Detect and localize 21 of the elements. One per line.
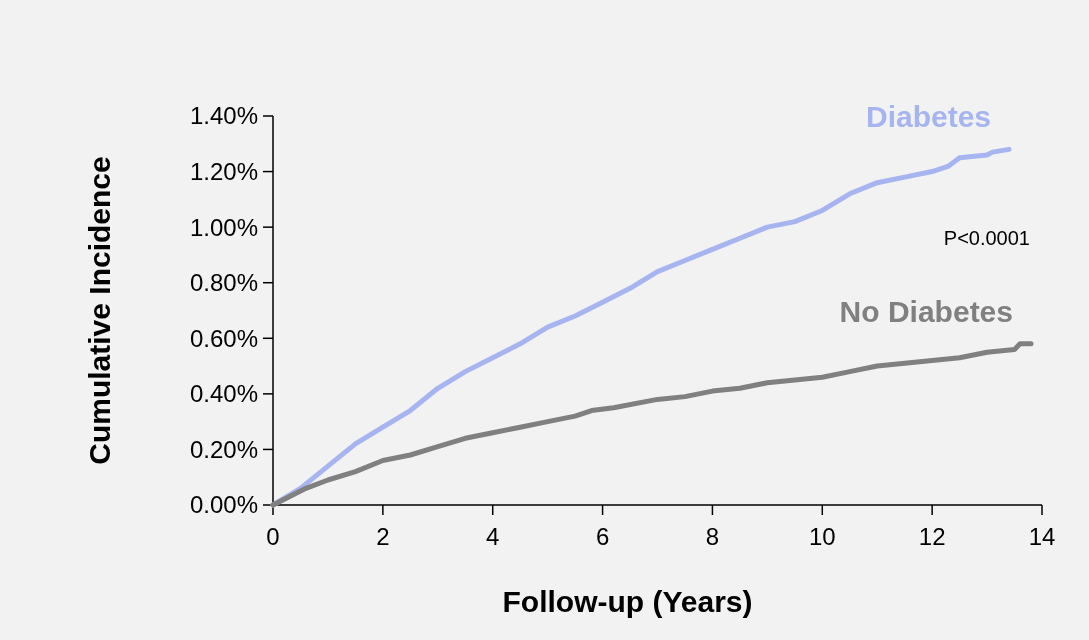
y-tick-label: 0.80%: [189, 269, 258, 297]
x-tick-label: 0: [266, 523, 280, 550]
y-tick-label: 0.20%: [189, 435, 258, 463]
x-tick-label: 2: [376, 523, 390, 550]
x-tick-label: 4: [486, 523, 500, 550]
y-tick-label: 0.60%: [189, 324, 258, 352]
y-tick-label: 0.00%: [189, 491, 258, 519]
x-tick-label: 8: [705, 523, 720, 550]
series-label: No Diabetes: [839, 294, 1014, 328]
x-tick-label: 10: [808, 523, 836, 550]
y-tick-label: 1.40%: [189, 102, 258, 130]
x-axis-title: Follow-up (Years): [502, 585, 753, 618]
y-tick-label: 1.20%: [189, 157, 258, 185]
annotation: P<0.0001: [943, 227, 1030, 249]
y-tick-label: 0.40%: [189, 380, 258, 408]
y-axis-title: Cumulative Incidence: [83, 156, 116, 465]
x-tick-label: 6: [595, 523, 610, 550]
x-tick-label: 12: [918, 523, 946, 550]
y-tick-label: 1.00%: [189, 213, 258, 241]
series-label: Diabetes: [865, 100, 992, 134]
x-tick-label: 14: [1028, 523, 1056, 550]
